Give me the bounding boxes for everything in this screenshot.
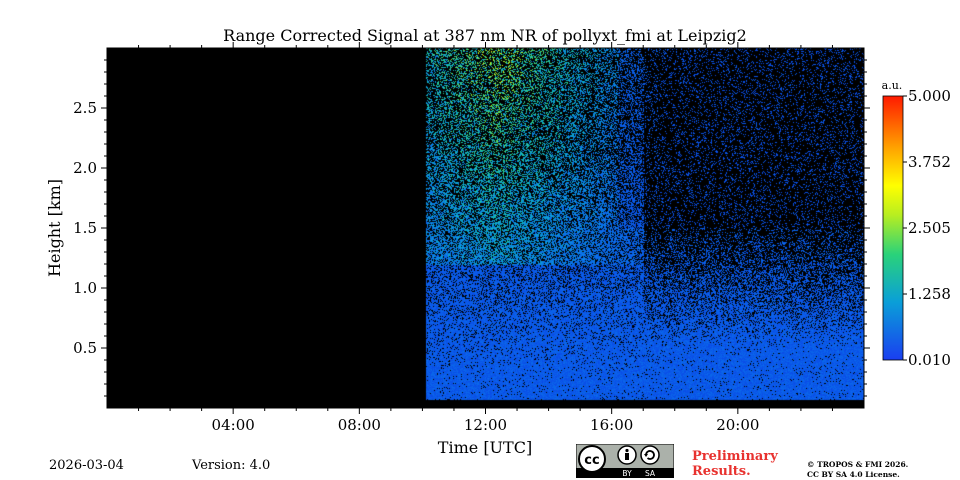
colorbar — [882, 95, 904, 361]
chart-title: Range Corrected Signal at 387 nm NR of p… — [223, 26, 747, 45]
sa-recycle-icon — [640, 445, 660, 465]
colorbar-ticks: 0.010 1.258 2.505 3.752 5.000 — [903, 87, 951, 369]
colorbar-tick-label: 1.258 — [908, 285, 951, 303]
colorbar-unit: a.u. — [882, 79, 903, 92]
x-axis-ticks: 04:00 08:00 12:00 16:00 20:00 — [138, 42, 833, 434]
footer-date: 2026-03-04 — [49, 458, 124, 473]
copyright-line-2: CC BY SA 4.0 License. — [807, 470, 900, 479]
signal-heatmap — [107, 48, 864, 408]
copyright-line-1: © TROPOS & FMI 2026. — [807, 460, 909, 469]
x-tick-label: 16:00 — [590, 416, 633, 434]
x-tick-label: 08:00 — [338, 416, 381, 434]
copyright-notice: © TROPOS & FMI 2026. CC BY SA 4.0 Licens… — [807, 460, 908, 480]
colorbar-tick-label: 5.000 — [908, 87, 951, 105]
sa-label: SA — [645, 469, 656, 478]
y-tick-label: 1.0 — [73, 279, 97, 297]
y-axis-label: Height [km] — [45, 179, 64, 277]
colorbar-tick-label: 3.752 — [908, 153, 951, 171]
by-label: BY — [622, 469, 632, 478]
y-tick-label: 2.0 — [73, 159, 97, 177]
x-tick-label: 12:00 — [464, 416, 507, 434]
cc-by-sa-badge: cc BY SA — [576, 444, 674, 478]
x-axis-label: Time [UTC] — [438, 438, 532, 457]
x-tick-label: 20:00 — [716, 416, 759, 434]
y-axis-ticks: 0.5 1.0 1.5 2.0 2.5 — [73, 59, 870, 397]
cc-icon — [578, 445, 606, 473]
x-tick-label: 04:00 — [212, 416, 255, 434]
y-tick-label: 0.5 — [73, 339, 97, 357]
preliminary-notice: Preliminary Results. — [692, 449, 778, 479]
colorbar-tick-label: 0.010 — [908, 351, 951, 369]
y-tick-label: 2.5 — [73, 99, 97, 117]
cc-icon-text: cc — [584, 453, 599, 468]
colorbar-tick-label: 2.505 — [908, 219, 951, 237]
y-tick-label: 1.5 — [73, 219, 97, 237]
footer-version: Version: 4.0 — [192, 458, 271, 473]
preliminary-line-2: Results. — [692, 464, 751, 479]
preliminary-line-1: Preliminary — [692, 449, 778, 464]
